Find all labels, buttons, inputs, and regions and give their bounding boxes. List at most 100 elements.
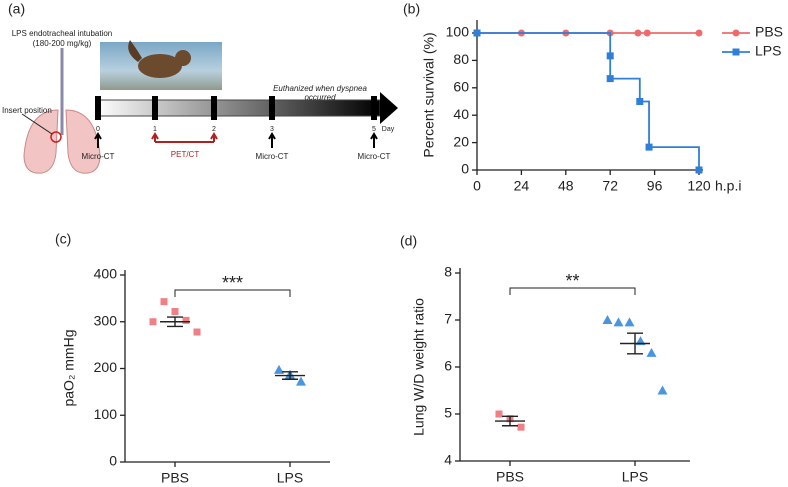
day-label: 0 (96, 126, 100, 133)
point (193, 328, 201, 336)
significance-label: ** (565, 271, 579, 291)
y-tick-label: 7 (444, 311, 452, 327)
point (473, 29, 481, 37)
lung-right (65, 109, 101, 174)
y-tick-label: 60 (453, 79, 469, 95)
x-tick-label: 24 (514, 178, 530, 194)
error-bar (167, 316, 183, 328)
y-tick-label: 6 (444, 358, 452, 374)
x-tick-label: PBS (496, 469, 524, 485)
x-tick-label: 72 (602, 178, 618, 194)
y-tick-label: 200 (94, 359, 118, 375)
imaging-arrow (268, 132, 276, 148)
x-tick-label: 0 (473, 178, 481, 194)
significance-label: *** (222, 273, 243, 293)
photo-animal (138, 54, 182, 78)
day-marker (211, 96, 217, 120)
x-tick-label: 96 (647, 178, 663, 194)
day-marker (371, 96, 377, 120)
endpoint: occurred (304, 93, 336, 102)
point (643, 29, 651, 37)
day-label: 5 (372, 126, 376, 133)
y-tick-label: 400 (94, 266, 118, 282)
imaging-label: Micro-CT (358, 152, 391, 161)
timeline-arrow (380, 92, 398, 124)
day-label: 3 (270, 126, 274, 133)
point (602, 315, 613, 324)
point (636, 98, 644, 105)
point (171, 307, 179, 315)
point (517, 423, 525, 431)
endpoint: Euthanized when dyspnea (273, 84, 367, 93)
imaging-arrow (94, 132, 102, 148)
error-bar (502, 415, 518, 427)
y-tick-label: 40 (453, 106, 469, 122)
x-tick-label: PBS (161, 470, 189, 486)
x-tick-label: LPS (622, 469, 648, 485)
point (606, 52, 614, 60)
imaging-label: Micro-CT (256, 152, 289, 161)
y-axis-title: Lung W/D weight ratio (411, 298, 427, 436)
intubation-dose: (180-200 mg/kg) (33, 39, 92, 48)
timeline (95, 99, 381, 117)
error-bar (627, 332, 643, 355)
point (645, 143, 653, 151)
point (695, 166, 703, 174)
y-tick-label: 20 (453, 133, 469, 149)
significance-bracket (174, 289, 291, 297)
photo-tail (128, 40, 142, 62)
point (495, 410, 503, 418)
point (646, 347, 657, 357)
point (624, 317, 635, 327)
point (732, 29, 740, 37)
x-axis-title: h.p.i (715, 178, 741, 194)
x-tick-label: LPS (277, 470, 303, 486)
y-axis-title: Percent survival (%) (421, 32, 437, 157)
imaging-arrow (370, 132, 378, 148)
panel-label: (a) (8, 1, 25, 17)
insert-position: Insert position (2, 106, 52, 115)
imaging-arrow (151, 132, 159, 142)
day-unit: Day (382, 126, 395, 133)
intubation: LPS endotracheal intubation (12, 29, 113, 38)
point (160, 298, 168, 306)
x-tick-label: 48 (558, 178, 574, 194)
point (634, 29, 642, 37)
diagram-art (21, 40, 398, 174)
x-tick-label: 120 (687, 178, 711, 194)
panel-label: (c) (55, 231, 71, 247)
point (606, 75, 614, 83)
panel-label: (d) (400, 233, 417, 249)
y-tick-label: 300 (94, 312, 118, 328)
y-tick-label: 0 (109, 453, 117, 469)
photo-head (175, 50, 191, 66)
imaging-label: Micro-CT (82, 152, 115, 161)
point (182, 316, 190, 324)
point (274, 364, 284, 374)
point (149, 318, 157, 326)
insert-pointer (21, 113, 53, 135)
insert-mark (50, 131, 62, 143)
panel-label: (b) (403, 1, 420, 17)
error-bar (282, 371, 298, 380)
point (296, 376, 306, 386)
lung-left (23, 109, 59, 174)
y-tick-label: 4 (444, 452, 452, 468)
point (613, 317, 624, 327)
y-tick-label: 80 (453, 51, 469, 67)
imaging-arrow (210, 132, 218, 142)
y-tick-label: 100 (94, 406, 118, 422)
y-tick-label: 8 (444, 264, 452, 280)
y-axis-title: paO₂ mmHg (61, 329, 77, 406)
y-tick-label: 0 (461, 161, 469, 177)
y-tick-label: 100 (446, 24, 470, 40)
legend-label: LPS (755, 43, 781, 59)
petct-label: PET/CT (171, 150, 200, 159)
day-label: 1 (153, 126, 157, 133)
y-tick-label: 5 (444, 405, 452, 421)
survival-line (477, 32, 700, 170)
point (695, 29, 703, 37)
day-marker (269, 96, 275, 120)
legend-label: PBS (755, 24, 783, 40)
